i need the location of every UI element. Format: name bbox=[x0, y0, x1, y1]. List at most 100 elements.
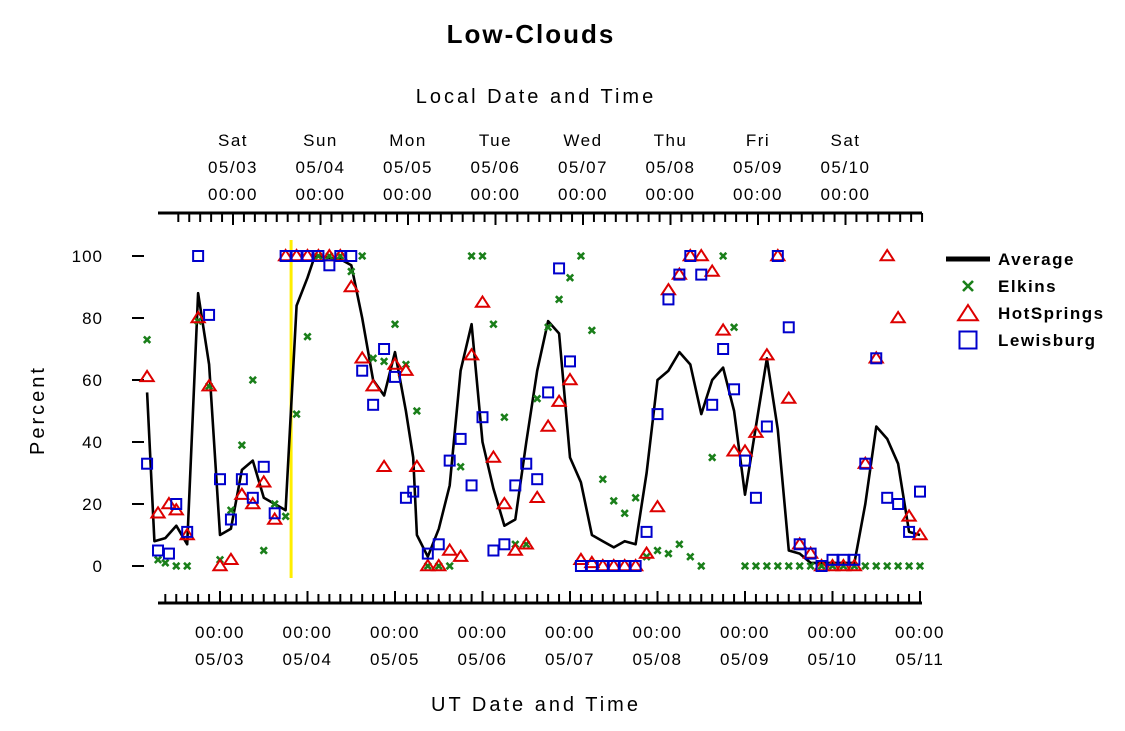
lewisburg-square-marker bbox=[323, 259, 336, 272]
elkins-x-marker bbox=[587, 326, 596, 335]
top-tick-time-label: 00:00 bbox=[208, 185, 258, 204]
hotsprings-triangle-marker bbox=[233, 486, 251, 500]
y-tick-label: 40 bbox=[82, 433, 103, 452]
elkins-x-marker bbox=[653, 546, 662, 555]
hotsprings-triangle-marker bbox=[780, 390, 798, 404]
bottom-tick-date-label: 05/08 bbox=[632, 650, 682, 669]
elkins-x-marker bbox=[467, 251, 476, 261]
lewisburg-square-marker bbox=[192, 250, 205, 262]
top-tick-day-label: Fri bbox=[746, 131, 770, 150]
bottom-tick-time-label: 00:00 bbox=[545, 623, 595, 642]
lewisburg-square-marker bbox=[170, 498, 183, 510]
hotsprings-triangle-marker bbox=[222, 551, 240, 565]
elkins-x-marker bbox=[631, 493, 640, 502]
legend-label: HotSprings bbox=[998, 304, 1105, 323]
top-tick-time-label: 00:00 bbox=[295, 185, 345, 204]
bottom-tick-time-label: 00:00 bbox=[457, 623, 507, 642]
bottom-tick-time-label: 00:00 bbox=[632, 623, 682, 642]
top-tick-time-label: 00:00 bbox=[383, 185, 433, 204]
hotsprings-triangle-marker bbox=[911, 527, 929, 541]
bottom-tick-time-label: 00:00 bbox=[720, 623, 770, 642]
series-hotsprings bbox=[138, 248, 929, 572]
top-tick-day-label: Mon bbox=[389, 131, 427, 150]
top-tick-date-label: 05/08 bbox=[645, 158, 695, 177]
legend-item-hotsprings: HotSprings bbox=[956, 303, 1105, 323]
elkins-x-marker bbox=[281, 512, 290, 521]
elkins-x-marker bbox=[226, 506, 236, 515]
bottom-tick-date-label: 05/11 bbox=[896, 650, 945, 669]
lewisburg-square-marker bbox=[881, 491, 894, 504]
chart-title: Low-Clouds bbox=[447, 19, 616, 49]
lewisburg-square-marker bbox=[356, 364, 369, 377]
lewisburg-square-marker bbox=[804, 547, 817, 560]
hotsprings-triangle-marker bbox=[160, 496, 178, 510]
lewisburg-square-marker bbox=[389, 370, 401, 383]
elkins-x-marker bbox=[740, 561, 750, 571]
bottom-tick-date-label: 05/05 bbox=[370, 650, 420, 669]
elkins-x-marker bbox=[915, 561, 925, 571]
hotsprings-triangle-marker bbox=[638, 545, 655, 559]
elkins-x-marker bbox=[620, 509, 629, 518]
elkins-x-marker bbox=[642, 552, 651, 561]
y-tick-label: 0 bbox=[93, 557, 103, 576]
top-tick-day-label: Wed bbox=[563, 131, 602, 150]
hotsprings-triangle-marker bbox=[703, 263, 721, 277]
top-tick-date-label: 05/09 bbox=[733, 158, 783, 177]
lewisburg-square-marker bbox=[214, 473, 226, 486]
hotsprings-triangle-marker bbox=[200, 378, 218, 392]
bottom-axis-title: UT Date and Time bbox=[431, 694, 641, 716]
lewisburg-square-marker bbox=[684, 250, 697, 262]
elkins-x-marker bbox=[554, 295, 564, 304]
elkins-x-marker bbox=[142, 335, 152, 344]
y-axis-label: Percent bbox=[27, 365, 49, 455]
bottom-tick-date-label: 05/04 bbox=[282, 650, 332, 669]
elkins-x-marker bbox=[576, 251, 586, 261]
bottom-tick-date-label: 05/10 bbox=[807, 650, 857, 669]
elkins-x-marker bbox=[598, 475, 607, 484]
hotsprings-triangle-marker bbox=[692, 248, 710, 262]
elkins-x-marker bbox=[762, 561, 771, 571]
hotsprings-triangle-marker bbox=[572, 551, 590, 565]
lewisburg-square-marker bbox=[399, 491, 412, 504]
elkins-x-marker bbox=[292, 409, 301, 419]
top-tick-time-label: 00:00 bbox=[733, 185, 783, 204]
bottom-tick-time-label: 00:00 bbox=[195, 623, 245, 642]
hotsprings-triangle-marker bbox=[149, 505, 167, 519]
top-tick-date-label: 05/05 bbox=[383, 158, 433, 177]
hotsprings-triangle-marker bbox=[495, 496, 513, 510]
lewisburg-square-marker bbox=[542, 386, 555, 399]
lewisburg-square-marker bbox=[203, 308, 216, 321]
hotsprings-triangle-marker bbox=[397, 362, 415, 376]
lewisburg-square-marker bbox=[739, 454, 751, 467]
lewisburg-square-marker bbox=[476, 411, 489, 424]
hotsprings-triangle-marker bbox=[517, 536, 535, 550]
bottom-tick-time-label: 00:00 bbox=[895, 623, 945, 642]
series-lewisburg bbox=[141, 250, 926, 572]
lewisburg-square-marker bbox=[749, 491, 762, 504]
lewisburg-square-marker bbox=[771, 250, 784, 262]
top-tick-time-label: 00:00 bbox=[645, 185, 695, 204]
hotsprings-triangle-marker bbox=[758, 347, 776, 361]
lewisburg-square-marker bbox=[465, 479, 478, 492]
hotsprings-triangle-marker bbox=[342, 279, 360, 293]
top-tick-day-label: Sat bbox=[218, 131, 248, 150]
lewisburg-square-marker bbox=[141, 457, 154, 470]
hotsprings-triangle-marker bbox=[419, 558, 437, 572]
elkins-x-marker bbox=[161, 558, 170, 568]
top-axis-title: Local Date and Time bbox=[416, 86, 656, 108]
elkins-x-marker bbox=[347, 267, 356, 276]
lewisburg-square-marker bbox=[268, 507, 281, 520]
hotsprings-triangle-marker bbox=[900, 508, 918, 522]
lewisburg-square-marker bbox=[574, 560, 587, 572]
elkins-x-marker bbox=[303, 332, 312, 341]
elkins-x-marker bbox=[390, 320, 400, 329]
hotsprings-triangle-marker bbox=[375, 458, 393, 472]
elkins-x-marker bbox=[861, 561, 870, 571]
elkins-x-marker bbox=[270, 499, 279, 509]
average-line bbox=[145, 254, 921, 565]
lewisburg-square-marker bbox=[553, 262, 566, 275]
y-tick-label: 20 bbox=[82, 495, 103, 514]
elkins-x-marker bbox=[806, 561, 815, 571]
legend-label: Elkins bbox=[998, 277, 1057, 296]
